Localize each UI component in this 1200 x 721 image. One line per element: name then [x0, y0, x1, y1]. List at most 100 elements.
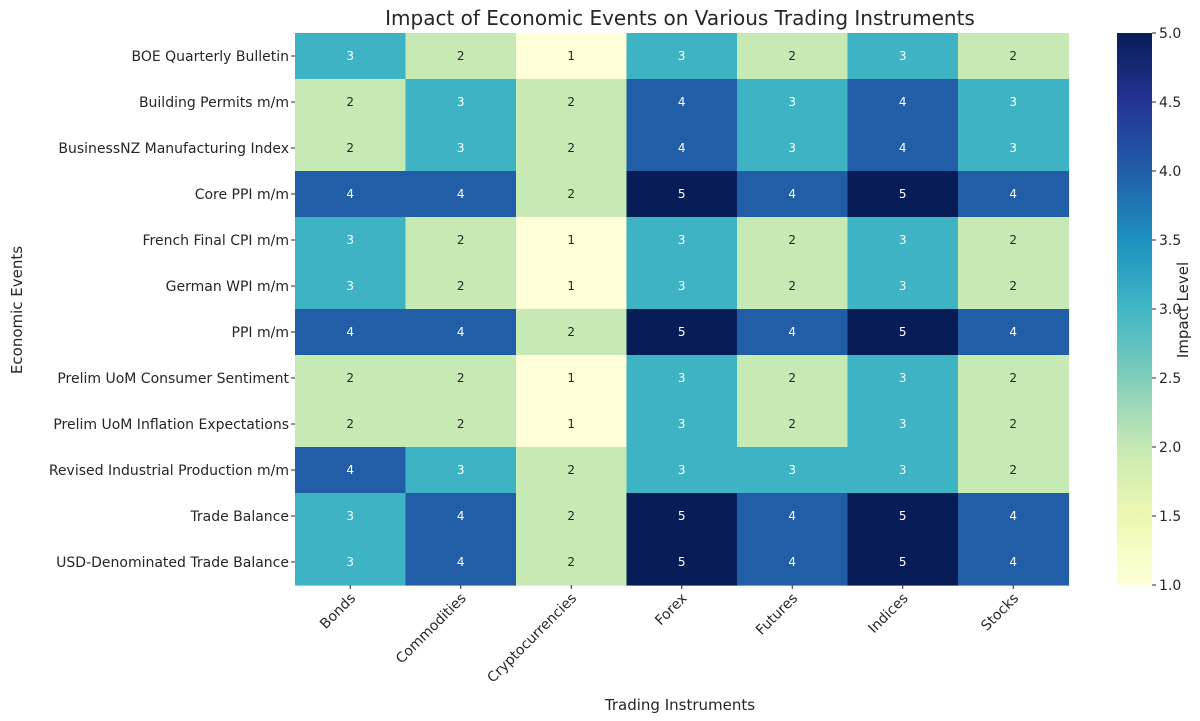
cell-value-label: 3: [788, 141, 796, 155]
colorbar-tick-label: 2.5: [1159, 371, 1181, 387]
cell-value-label: 4: [1009, 555, 1017, 569]
heatmap-cell: [516, 79, 628, 126]
heatmap-cell: [958, 401, 1070, 448]
cell-value-label: 2: [567, 463, 575, 477]
cell-value-label: 4: [1009, 509, 1017, 523]
row-label: USD-Denominated Trade Balance: [56, 555, 289, 571]
heatmap-cell: [847, 171, 959, 218]
cell-value-label: 4: [346, 325, 354, 339]
chart-title: Impact of Economic Events on Various Tra…: [385, 6, 975, 30]
heatmap-cell: [405, 217, 517, 264]
cell-value-label: 2: [788, 49, 796, 63]
colorbar-tick-label: 5.0: [1159, 26, 1181, 42]
heatmap-cell: [737, 33, 849, 80]
cell-value-label: 4: [788, 509, 796, 523]
row-label: Prelim UoM Inflation Expectations: [53, 417, 289, 433]
cell-value-label: 3: [899, 463, 907, 477]
colorbar-tick-label: 3.5: [1159, 233, 1181, 249]
row-label: German WPI m/m: [166, 279, 289, 295]
cell-value-label: 3: [346, 555, 354, 569]
heatmap-cell: [737, 79, 849, 126]
cell-value-label: 2: [346, 417, 354, 431]
heatmap-cell: [516, 355, 628, 402]
heatmap-cell: [295, 355, 407, 402]
heatmap-cell: [958, 79, 1070, 126]
cell-value-label: 3: [678, 233, 686, 247]
heatmap-cell: [847, 447, 959, 494]
heatmap-cell: [295, 33, 407, 80]
heatmap-cell: [516, 33, 628, 80]
cell-value-label: 2: [457, 417, 465, 431]
cell-value-label: 3: [788, 95, 796, 109]
cell-value-label: 3: [899, 371, 907, 385]
heatmap-cell: [405, 447, 517, 494]
heatmap-cell: [516, 447, 628, 494]
heatmap-cell: [295, 309, 407, 356]
heatmap-cell: [295, 217, 407, 264]
heatmap-cell: [405, 171, 517, 218]
cell-value-label: 5: [678, 325, 686, 339]
cell-value-label: 1: [567, 371, 575, 385]
cell-value-label: 3: [457, 95, 465, 109]
cell-value-label: 2: [567, 141, 575, 155]
x-axis-label: Trading Instruments: [604, 696, 755, 714]
heatmap-cell: [958, 355, 1070, 402]
cell-value-label: 3: [678, 371, 686, 385]
cell-value-label: 2: [788, 279, 796, 293]
cell-value-label: 2: [346, 371, 354, 385]
cell-value-label: 2: [788, 233, 796, 247]
heatmap-cell: [847, 79, 959, 126]
cell-value-label: 5: [678, 555, 686, 569]
cell-value-label: 3: [346, 233, 354, 247]
colorbar-tick-label: 3.0: [1159, 302, 1181, 318]
column-label: Commodities: [393, 591, 470, 668]
cell-value-label: 2: [567, 555, 575, 569]
cell-value-label: 2: [567, 187, 575, 201]
column-label: Bonds: [317, 591, 359, 633]
cell-value-label: 5: [678, 187, 686, 201]
heatmap-cell: [626, 263, 738, 310]
cell-value-label: 2: [1009, 463, 1017, 477]
colorbar-tick-label: 4.0: [1159, 164, 1181, 180]
colorbar-ticks: 1.0 1.5 2.0 2.5 3.0 3.5 4.0 4.5 5.0: [1152, 26, 1181, 594]
heatmap-cell: [405, 539, 517, 586]
cell-value-label: 3: [457, 141, 465, 155]
cell-value-label: 1: [567, 49, 575, 63]
cell-value-label: 2: [1009, 49, 1017, 63]
cell-value-label: 5: [899, 325, 907, 339]
heatmap-cell: [847, 309, 959, 356]
cell-value-label: 4: [457, 325, 465, 339]
cell-value-label: 4: [346, 187, 354, 201]
heatmap-cell: [626, 217, 738, 264]
row-label: BusinessNZ Manufacturing Index: [58, 141, 289, 157]
heatmap-cell: [737, 355, 849, 402]
cell-value-label: 4: [899, 141, 907, 155]
row-label: Trade Balance: [189, 509, 289, 525]
heatmap-cell: [516, 539, 628, 586]
heatmap-cell: [737, 493, 849, 540]
heatmap-cell: [295, 125, 407, 172]
heatmap-cell: [516, 125, 628, 172]
row-label: PPI m/m: [232, 325, 289, 341]
column-label: Indices: [865, 591, 911, 637]
heatmap-cell: [958, 125, 1070, 172]
heatmap-cell: [295, 263, 407, 310]
cell-value-label: 3: [678, 417, 686, 431]
cell-value-label: 5: [899, 555, 907, 569]
column-label: Stocks: [978, 591, 1022, 635]
heatmap-cell: [516, 401, 628, 448]
heatmap-cell: [626, 309, 738, 356]
cell-value-label: 3: [457, 463, 465, 477]
heatmap-cell: [405, 493, 517, 540]
heatmap-cell: [405, 33, 517, 80]
cell-value-label: 4: [457, 187, 465, 201]
cell-value-label: 2: [346, 95, 354, 109]
heatmap-cell: [626, 33, 738, 80]
cell-value-label: 4: [678, 95, 686, 109]
cell-value-label: 3: [346, 279, 354, 293]
row-labels: BOE Quarterly Bulletin Building Permits m…: [49, 49, 295, 571]
heatmap-cell: [958, 493, 1070, 540]
heatmap-cell: [405, 355, 517, 402]
heatmap-cell: [958, 447, 1070, 494]
heatmap-cell: [847, 401, 959, 448]
